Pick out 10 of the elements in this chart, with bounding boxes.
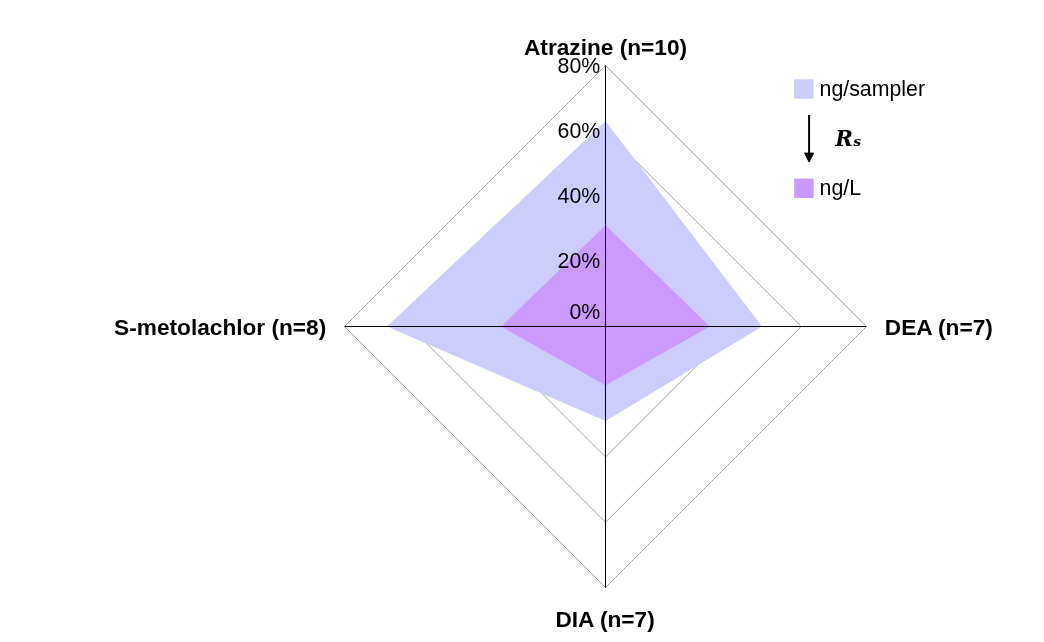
legend-label: ng/L	[819, 176, 862, 201]
spoke-label: S-metolachlor (n=8)	[114, 313, 327, 340]
spoke-label: DIA (n=7)	[555, 605, 655, 632]
y-tick-label: 40%	[557, 184, 601, 208]
spoke-label: DEA (n=7)	[884, 313, 993, 340]
y-tick-label: 0%	[569, 299, 601, 324]
y-tick-label: 60%	[557, 118, 601, 143]
legend-label: ng/sampler	[819, 76, 926, 101]
text: Rₛ	[834, 126, 862, 152]
y-tick-label: 20%	[557, 249, 601, 274]
